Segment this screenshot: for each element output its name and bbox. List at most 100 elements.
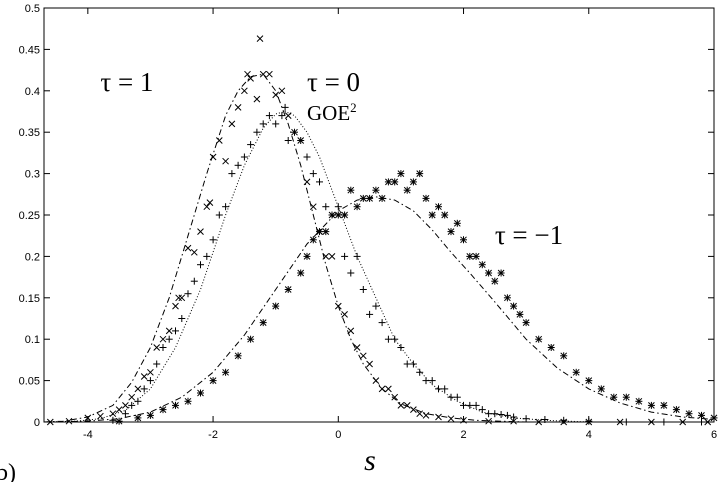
data-point [190, 277, 198, 285]
data-point [297, 137, 305, 144]
data-point [441, 385, 449, 393]
data-point [359, 194, 367, 202]
data-point [256, 35, 264, 42]
data-point [478, 406, 486, 414]
fit-curves [43, 73, 715, 423]
data-point [347, 186, 355, 194]
data-point [560, 352, 568, 360]
annotations: τ = 1 τ = 0 GOE2 τ = −1 [100, 67, 563, 250]
y-tick-label: 0 [34, 417, 40, 429]
data-point [97, 412, 104, 420]
data-point [359, 352, 367, 360]
panel-label: b) [0, 460, 16, 482]
data-point [416, 170, 424, 178]
data-point [328, 211, 336, 219]
data-point [341, 252, 349, 260]
data-point [403, 360, 411, 368]
data-point [247, 335, 255, 343]
data-point [303, 252, 311, 260]
fit-curve-2 [43, 196, 715, 423]
data-point [453, 393, 461, 401]
data-point [122, 402, 129, 409]
data-point [278, 87, 286, 95]
data-point [115, 406, 123, 413]
data-point [128, 401, 136, 409]
data-point [409, 178, 417, 186]
data-point [165, 327, 173, 335]
data-point [203, 203, 211, 211]
data-point [65, 417, 73, 425]
y-tick-label: 0.3 [25, 169, 40, 181]
data-point [253, 95, 261, 103]
data-point [447, 228, 455, 236]
data-point [328, 253, 336, 260]
data-point [422, 377, 430, 385]
data-point [410, 406, 417, 413]
y-tick-label: 0.1 [25, 334, 40, 346]
data-point [240, 153, 248, 161]
data-point [416, 410, 424, 418]
data-point [497, 411, 505, 418]
data-point [597, 385, 605, 393]
data-point [460, 401, 467, 409]
data-point [222, 368, 230, 376]
data-point [585, 377, 593, 385]
data-point [128, 393, 136, 401]
data-point [341, 311, 348, 318]
data-point [541, 416, 549, 423]
data-point [272, 120, 280, 128]
data-points [46, 35, 718, 426]
y-tick-label: 0.25 [19, 210, 40, 222]
y-tick-label: 0.05 [19, 376, 40, 388]
data-point [441, 211, 449, 219]
data-point [334, 302, 342, 310]
data-point [197, 389, 204, 397]
data-point [316, 178, 323, 186]
data-point [159, 406, 167, 414]
data-point [303, 178, 311, 186]
data-point [234, 352, 242, 360]
data-point [322, 203, 330, 211]
data-point [147, 368, 154, 376]
data-point [510, 413, 518, 421]
data-point [460, 416, 467, 424]
data-point [366, 310, 374, 318]
data-point [366, 360, 373, 368]
data-point [121, 410, 129, 418]
data-point [391, 178, 399, 186]
data-point [222, 203, 230, 211]
data-point [265, 112, 273, 120]
x-tick-label: 6 [711, 429, 717, 441]
data-point [422, 194, 430, 202]
data-point [303, 153, 311, 161]
data-point [522, 319, 530, 327]
data-point [197, 261, 204, 269]
data-point [372, 377, 380, 384]
data-point [648, 418, 655, 426]
data-point [472, 401, 480, 409]
data-point [134, 397, 142, 405]
data-point [184, 244, 192, 252]
data-point [309, 203, 317, 211]
data-point [585, 417, 593, 425]
data-point [672, 406, 680, 414]
data-point [378, 385, 386, 393]
data-point [491, 410, 499, 418]
data-point [284, 112, 292, 119]
data-point [460, 236, 467, 244]
data-point [478, 261, 486, 269]
data-point [115, 417, 123, 425]
data-point [378, 194, 386, 202]
y-tick-label: 0.2 [25, 251, 40, 263]
data-point [146, 411, 154, 419]
data-point [391, 335, 399, 343]
data-point [547, 344, 555, 351]
data-point [485, 417, 492, 425]
data-point [134, 385, 142, 393]
data-point [272, 91, 280, 99]
data-point [403, 402, 411, 409]
data-point [447, 393, 455, 401]
data-point [278, 112, 286, 120]
data-point [272, 302, 280, 310]
data-point [710, 414, 718, 422]
